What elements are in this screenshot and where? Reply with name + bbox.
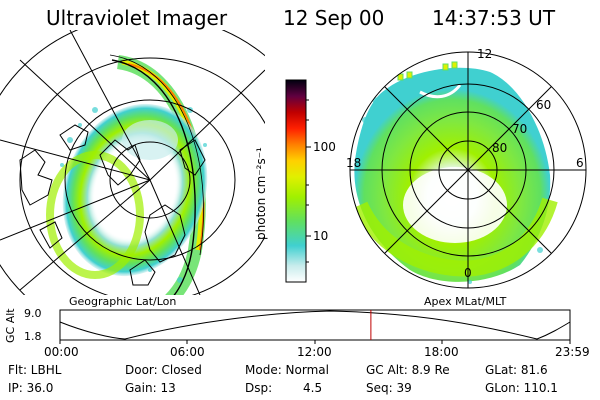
time-label: 14:37:53 UT — [432, 6, 556, 30]
geographic-map-icon — [0, 30, 265, 295]
mode-info: Mode: Normal — [245, 363, 329, 377]
colorbar-tick-10: 10 — [313, 229, 329, 243]
seq-info: Seq: 39 — [366, 381, 412, 395]
instrument-title: Ultraviolet Imager — [46, 6, 228, 30]
lat-label-80: 80 — [492, 141, 508, 155]
door-info: Door: Closed — [125, 363, 202, 377]
altitude-strip — [59, 309, 571, 344]
x-tick-2359: 23:59 — [555, 345, 590, 359]
colorbar — [285, 79, 311, 283]
dsp-info-value: 4.5 — [303, 381, 323, 395]
alt-tick-bottom: 1.8 — [24, 330, 42, 343]
lat-label-60: 60 — [536, 98, 552, 112]
x-tick-0600: 06:00 — [170, 345, 205, 359]
left-panel-caption: Geographic Lat/Lon — [69, 295, 177, 308]
gain-info: Gain: 13 — [125, 381, 176, 395]
x-tick-0000: 00:00 — [44, 345, 79, 359]
alt-strip-ylabel: GC Alt — [4, 308, 17, 343]
mlt-label-18: 18 — [346, 156, 362, 170]
alt-tick-top: 9.0 — [24, 307, 42, 320]
colorbar-unit-label: photon cm⁻²s⁻¹ — [254, 147, 268, 240]
right-panel-caption: Apex MLat/MLT — [424, 295, 507, 308]
mlt-label-6: 6 — [576, 156, 584, 170]
ip-info: IP: 36.0 — [8, 381, 54, 395]
mlt-label-12: 12 — [477, 47, 493, 61]
date-label: 12 Sep 00 — [283, 6, 385, 30]
polar-dial-icon — [349, 51, 587, 289]
gc-alt-info: GC Alt: 8.9 Re — [366, 363, 450, 377]
x-tick-1800: 18:00 — [424, 345, 459, 359]
filter-info: Flt: LBHL — [8, 363, 62, 377]
dsp-info-label: Dsp: — [245, 381, 273, 395]
x-tick-1200: 12:00 — [297, 345, 332, 359]
glon-info: GLon: 110.1 — [485, 381, 558, 395]
colorbar-tick-100: 100 — [313, 140, 336, 154]
mlt-label-0: 0 — [464, 266, 472, 280]
lat-label-70: 70 — [512, 122, 528, 136]
glat-info: GLat: 81.6 — [485, 363, 548, 377]
